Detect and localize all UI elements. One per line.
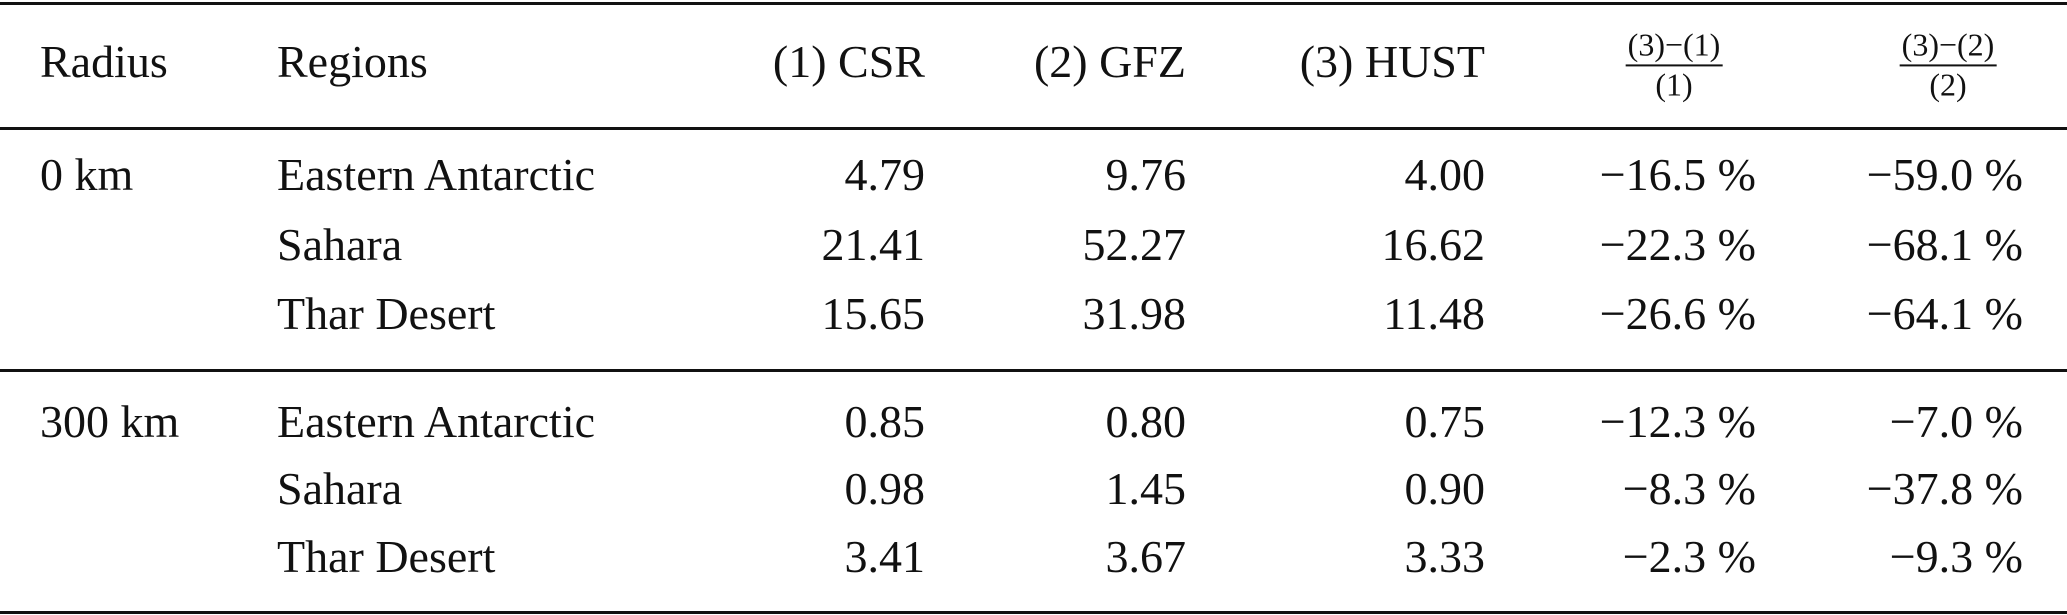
value-cell: 0.80 — [1105, 396, 1187, 447]
radius-cell: 300 km — [40, 396, 180, 447]
value-cell: 0.85 — [844, 396, 926, 447]
header-cell: (1) CSR — [772, 36, 925, 87]
header-fraction: (3)−(1) (1) — [1625, 28, 1723, 102]
fraction-numerator: (3)−(1) — [1625, 28, 1723, 66]
region-cell: Sahara — [277, 219, 403, 270]
value-cell: −7.0 % — [1889, 396, 2023, 447]
value-cell: 0.98 — [844, 463, 926, 514]
value-cell: −37.8 % — [1866, 463, 2023, 514]
value-cell: −8.3 % — [1622, 463, 1756, 514]
region-cell: Eastern Antarctic — [277, 396, 596, 447]
value-cell: 21.41 — [821, 219, 926, 270]
value-cell: 3.67 — [1105, 531, 1187, 582]
header-cell: Regions — [277, 36, 428, 87]
value-cell: −9.3 % — [1889, 531, 2023, 582]
group-rule — [0, 369, 2067, 372]
value-cell: 31.98 — [1082, 288, 1187, 339]
value-cell: 16.62 — [1381, 219, 1486, 270]
fraction-numerator: (3)−(2) — [1899, 28, 1997, 66]
value-cell: −59.0 % — [1866, 149, 2023, 200]
fraction-denominator: (2) — [1929, 66, 1967, 102]
bottom-rule — [0, 611, 2067, 614]
value-cell: 11.48 — [1383, 288, 1485, 339]
value-cell: −16.5 % — [1599, 149, 1756, 200]
value-cell: 15.65 — [821, 288, 926, 339]
value-cell: −26.6 % — [1599, 288, 1756, 339]
value-cell: 3.41 — [844, 531, 926, 582]
value-cell: 4.00 — [1404, 149, 1486, 200]
top-rule — [0, 2, 2067, 5]
header-rule — [0, 127, 2067, 130]
fraction-denominator: (1) — [1655, 66, 1693, 102]
value-cell: 9.76 — [1105, 149, 1187, 200]
value-cell: 52.27 — [1082, 219, 1187, 270]
value-cell: −22.3 % — [1599, 219, 1756, 270]
header-fraction: (3)−(2) (2) — [1899, 28, 1997, 102]
value-cell: 0.90 — [1404, 463, 1486, 514]
value-cell: 3.33 — [1404, 531, 1486, 582]
header-cell: Radius — [40, 36, 168, 87]
value-cell: −2.3 % — [1622, 531, 1756, 582]
header-cell: (2) GFZ — [1033, 36, 1186, 87]
header-cell: (3) HUST — [1299, 36, 1485, 87]
value-cell: 4.79 — [844, 149, 926, 200]
value-cell: −12.3 % — [1599, 396, 1756, 447]
region-cell: Thar Desert — [277, 531, 496, 582]
value-cell: 0.75 — [1404, 396, 1486, 447]
value-cell: −68.1 % — [1866, 219, 2023, 270]
value-cell: −64.1 % — [1866, 288, 2023, 339]
radius-cell: 0 km — [40, 149, 134, 200]
region-cell: Sahara — [277, 463, 403, 514]
value-cell: 1.45 — [1105, 463, 1187, 514]
region-cell: Eastern Antarctic — [277, 149, 596, 200]
region-cell: Thar Desert — [277, 288, 496, 339]
